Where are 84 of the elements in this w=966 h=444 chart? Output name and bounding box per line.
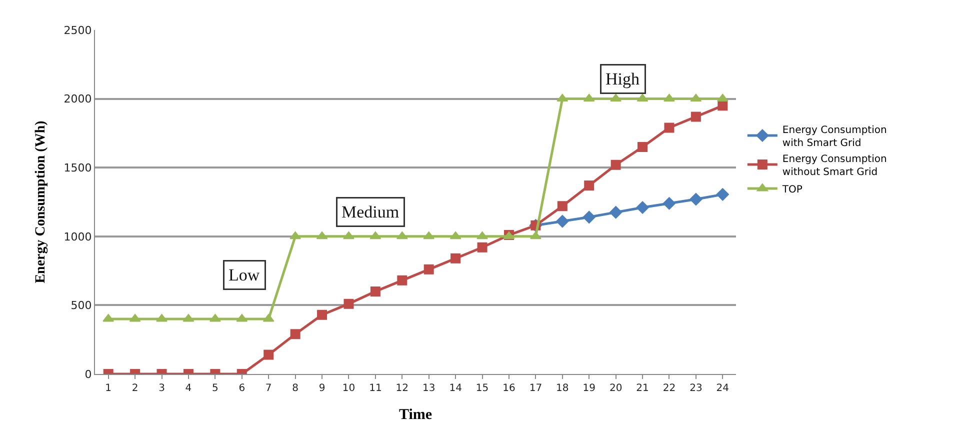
y-axis-title: Energy Consumption (Wh) [33, 120, 48, 284]
point [610, 94, 622, 102]
point [530, 231, 542, 240]
x-tick-label: 1 [105, 383, 112, 394]
annotation: Low [228, 266, 260, 284]
point [556, 94, 568, 102]
point [690, 192, 702, 206]
x-tick-label: 11 [369, 383, 382, 394]
x-tick-label: 10 [342, 383, 356, 394]
point [583, 94, 595, 102]
x-tick-label: 18 [556, 383, 569, 394]
point [236, 314, 248, 322]
point [636, 201, 649, 214]
point [477, 242, 488, 252]
x-tick-label: 8 [292, 383, 298, 394]
x-axis-title: Time [398, 407, 432, 423]
point [718, 100, 728, 111]
x-tick-label: 13 [422, 383, 436, 394]
point [397, 275, 408, 286]
x-tick-label: 20 [609, 383, 622, 394]
point [209, 314, 221, 322]
x-tick-label: 19 [582, 383, 596, 394]
point [182, 314, 194, 322]
point [290, 231, 302, 240]
x-tick-label: 15 [476, 383, 489, 394]
y-tick-label: 500 [70, 299, 92, 312]
point [664, 122, 674, 133]
point [450, 231, 462, 240]
point [557, 201, 568, 212]
x-tick-label: 4 [185, 383, 192, 394]
x-tick-label: 12 [396, 383, 409, 394]
annotation: Medium [342, 202, 400, 222]
point [556, 214, 569, 228]
point [290, 329, 300, 340]
point [317, 310, 328, 320]
x-tick-label: 2 [132, 383, 138, 394]
point [610, 160, 621, 170]
point [423, 231, 435, 240]
point [129, 314, 141, 322]
y-tick-label: 1000 [64, 230, 92, 244]
y-tick-label: 2000 [64, 92, 92, 106]
annotation: High [606, 70, 640, 88]
point [262, 314, 274, 322]
point [424, 264, 434, 274]
legend-label: Energy Consumption without Smart Grid [782, 154, 887, 178]
x-tick-label: 9 [318, 383, 326, 394]
x-tick-label: 6 [238, 383, 246, 394]
point [638, 142, 648, 152]
x-tick-label: 21 [636, 383, 649, 394]
point [582, 210, 596, 224]
x-tick-label: 14 [449, 383, 462, 394]
point [396, 231, 408, 240]
point [476, 231, 488, 240]
point [343, 231, 354, 240]
point [664, 94, 675, 102]
point [716, 94, 728, 102]
y-tick-label: 1500 [64, 161, 92, 174]
point [102, 314, 114, 322]
point [609, 206, 622, 219]
x-tick-label: 23 [690, 383, 702, 394]
x-tick-label: 5 [212, 383, 218, 394]
legend-label: Energy Consumption with Smart Grid [782, 124, 887, 149]
point [636, 94, 648, 102]
x-tick-label: 22 [662, 383, 676, 394]
point [264, 350, 274, 360]
y-tick-label: 2500 [64, 24, 92, 37]
point [316, 231, 328, 240]
point [156, 314, 168, 322]
point [584, 180, 594, 190]
point [690, 94, 702, 102]
x-tick-label: 7 [265, 383, 272, 394]
point [370, 286, 380, 296]
legend-label: TOP [781, 184, 802, 196]
point [370, 231, 382, 240]
point [450, 253, 461, 264]
point [716, 188, 729, 201]
y-tick-label: 0 [84, 368, 92, 381]
x-tick-label: 24 [716, 383, 730, 394]
x-tick-label: 17 [529, 383, 542, 394]
point [690, 112, 701, 122]
point [662, 197, 676, 210]
x-tick-label: 3 [158, 383, 165, 394]
x-tick-label: 16 [502, 383, 516, 394]
point [344, 298, 354, 309]
